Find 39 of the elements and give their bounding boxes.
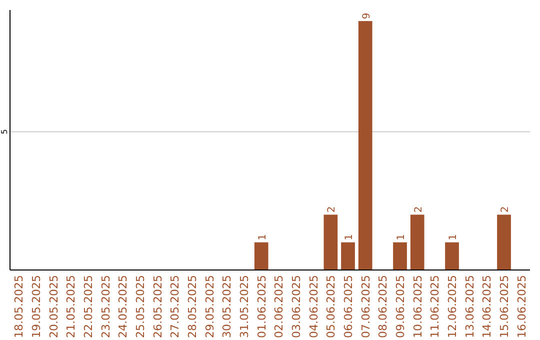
x-tick-label: 24.05.2025 [116,275,130,338]
x-tick-label: 12.06.2025 [446,275,459,338]
x-tick-label: 13.06.2025 [463,275,476,338]
x-tick-label: 21.05.2025 [64,275,78,338]
data-label: 9 [361,12,372,20]
x-tick-label: 01.06.2025 [255,275,268,338]
x-tick-label: 27.05.2025 [168,275,182,338]
data-label: 1 [344,234,355,240]
data-label: 1 [396,234,407,240]
y-tick-label: 5 [0,129,9,134]
x-tick-label: 25.05.2025 [134,275,147,338]
x-tick-label: 22.05.2025 [82,275,95,338]
x-tick-label: 16.06.2025 [515,275,528,338]
x-tick-label: 08.06.2025 [376,275,390,338]
x-tick-label: 30.05.2025 [220,275,234,338]
data-label: 2 [500,206,511,213]
x-tick-label: 19.05.2025 [30,275,43,338]
x-tick-label: 07.06.2025 [359,275,372,338]
x-tick-label: 23.05.2025 [99,275,112,338]
x-tick-label: 15.06.2025 [498,275,511,338]
x-tick-label: 03.06.2025 [290,275,303,338]
data-label: 2 [326,206,338,213]
x-tick-label: 18.05.2025 [12,275,26,338]
x-tick-label: 14.06.2025 [480,275,494,338]
x-tick-label: 05.06.2025 [324,275,338,338]
x-tick-label: 10.06.2025 [411,275,424,338]
x-tick-label: 20.05.2025 [47,275,60,338]
x-tick-label: 29.05.2025 [203,275,216,338]
x-tick-label: 04.06.2025 [307,275,320,338]
x-tick-label: 26.05.2025 [151,275,164,338]
x-tick-label: 09.06.2025 [394,275,407,338]
x-tick-label: 11.06.2025 [428,275,442,338]
x-tick-label: 31.05.2025 [238,275,251,338]
x-tick-label: 28.05.2025 [186,275,199,338]
data-label: 1 [448,234,459,240]
x-tick-label: 02.06.2025 [272,275,286,338]
data-label: 1 [257,234,268,240]
x-tick-label: 06.06.2025 [342,275,355,338]
data-label: 2 [413,206,424,213]
